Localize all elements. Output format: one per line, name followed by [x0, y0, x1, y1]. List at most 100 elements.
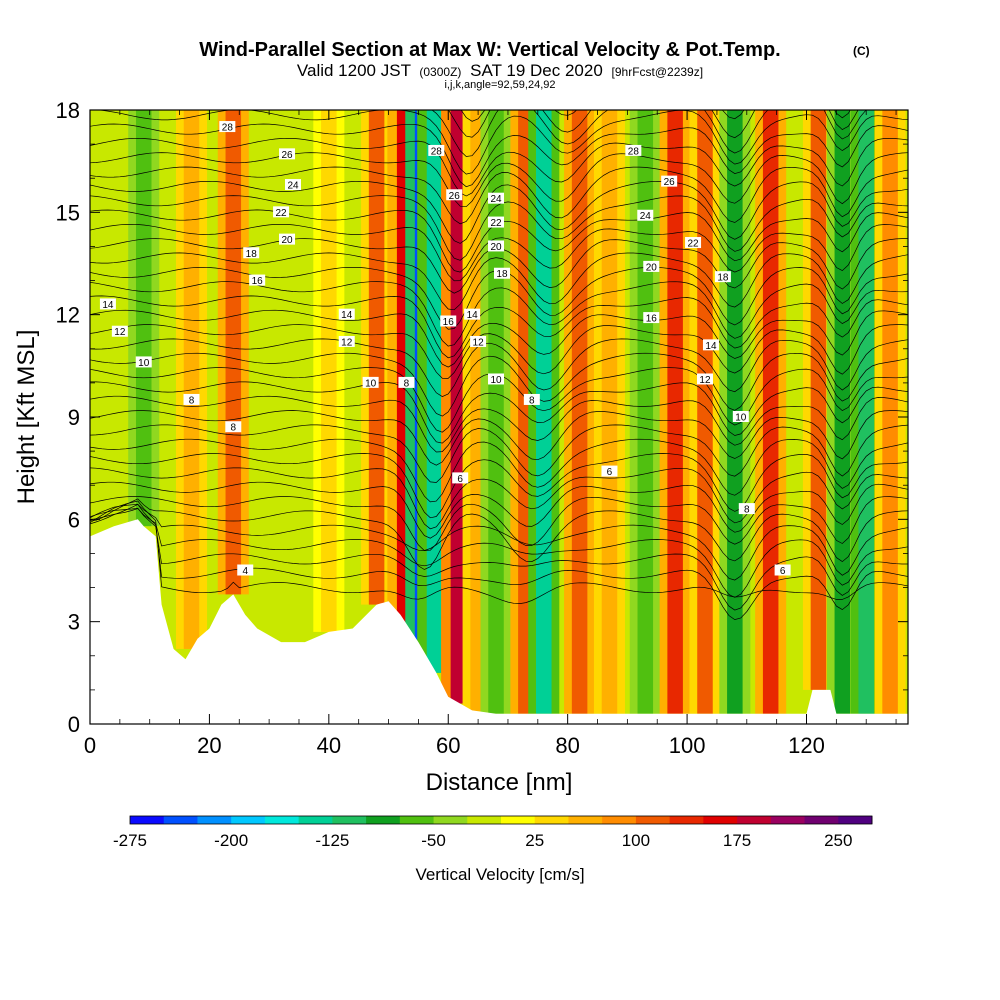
contour-label-text-14: 12 [341, 337, 353, 348]
contour-label-text-6: 16 [252, 276, 264, 287]
isentrope-29 [90, 166, 908, 225]
colorbar-swatch-13 [568, 816, 603, 824]
contour-label-text-35: 16 [646, 314, 658, 325]
contour-label-30: 26 [661, 175, 678, 188]
contour-label-text-19: 16 [443, 317, 455, 328]
velocity-band-19 [762, 110, 779, 714]
valid-date: SAT 19 Dec 2020 [470, 61, 603, 80]
isentrope-11 [90, 424, 908, 483]
x-axis-label: Distance [nm] [426, 769, 573, 796]
contour-label-3: 22 [273, 206, 290, 219]
contour-label-34: 18 [714, 271, 731, 284]
isentrope-16 [90, 352, 908, 417]
contour-label-38: 10 [732, 411, 749, 424]
isentrope-2 [90, 507, 908, 611]
contour-label-text-41: 6 [780, 566, 786, 577]
contour-label-bg-21 [470, 335, 487, 347]
contour-label-text-10: 8 [189, 395, 195, 406]
contour-label-6: 16 [249, 274, 266, 287]
colorbar-tick-label-4: 25 [525, 831, 544, 850]
contour-label-text-0: 28 [222, 123, 234, 134]
contour-label-bg-14 [338, 335, 355, 347]
colorbar-swatch-14 [602, 816, 637, 824]
contour-label-5: 18 [243, 247, 260, 260]
isentrope-10 [90, 438, 908, 503]
contour-label-20: 14 [464, 308, 481, 321]
contour-label-text-32: 22 [687, 239, 699, 250]
contour-label-text-1: 26 [281, 150, 293, 161]
contour-label-bg-19 [440, 315, 457, 327]
contour-label-bg-27 [523, 393, 540, 405]
colorbar-frame [129, 815, 873, 825]
contour-label-bg-18 [446, 189, 463, 201]
contour-label-bg-11 [225, 421, 242, 433]
contour-label-bg-25 [493, 267, 510, 279]
colorbar: -275 -200 -125 -50 25 100 175 250 [113, 815, 873, 850]
colorbar-tick-label-7: 250 [824, 831, 852, 850]
contour-label-text-12: 4 [242, 566, 248, 577]
colorbar-swatch-12 [534, 816, 569, 824]
contour-label-text-21: 12 [473, 337, 485, 348]
velocity-band-3 [321, 110, 337, 632]
colorbar-swatch-9 [433, 816, 468, 824]
isentrope-27 [90, 195, 908, 261]
grid-indices: i,j,k,angle=92,59,24,92 [444, 79, 555, 91]
contour-label-text-3: 22 [276, 208, 288, 219]
contour-label-bg-39 [738, 503, 755, 515]
isentrope-6 [90, 496, 908, 551]
y-tick-label-5: 15 [56, 200, 80, 225]
colorbar-tick-label-0: -275 [113, 831, 147, 850]
colorbar-swatch-17 [703, 816, 738, 824]
velocity-band-22 [858, 110, 874, 714]
colorbar-swatch-15 [635, 816, 671, 824]
x-tick-label-6: 120 [788, 733, 825, 758]
contour-label-bg-32 [685, 237, 702, 249]
contour-label-25: 18 [493, 267, 510, 280]
y-tick-label-2: 6 [68, 507, 80, 532]
y-tick-label-0: 0 [68, 712, 80, 737]
velocity-band-20 [810, 110, 827, 690]
contour-label-text-15: 10 [365, 378, 377, 389]
contour-label-32: 22 [685, 237, 702, 250]
isentrope-18 [90, 324, 908, 379]
contour-label-bg-10 [183, 393, 200, 405]
contour-label-bg-34 [714, 271, 731, 283]
contour-label-23: 22 [488, 216, 505, 229]
colorbar-swatch-18 [737, 816, 772, 824]
contour-label-text-16: 8 [404, 378, 410, 389]
contour-label-bg-31 [637, 209, 654, 221]
y-tick-label-6: 18 [56, 98, 80, 123]
contour-label-text-36: 14 [705, 341, 717, 352]
x-tick-label-4: 80 [555, 733, 579, 758]
isentrope-19 [90, 309, 908, 368]
potential-temperature-contours [90, 110, 908, 620]
contour-label-19: 16 [440, 315, 457, 328]
axes: 0 20 40 60 80 100 120 0 3 6 9 12 15 18 [56, 98, 908, 758]
contour-label-bg-9 [135, 356, 152, 368]
velocity-band-21 [834, 110, 851, 714]
colorbar-swatch-11 [501, 816, 536, 824]
contour-label-7: 14 [99, 298, 116, 311]
velocity-band-13 [571, 110, 588, 714]
y-tick-label-4: 12 [56, 303, 80, 328]
velocity-band-2 [225, 110, 242, 595]
forecast-info: [9hrFcst@2239z] [612, 65, 704, 79]
contour-label-text-20: 14 [467, 310, 479, 321]
contour-label-bg-40 [601, 465, 618, 477]
contour-label-bg-8 [111, 325, 128, 337]
contour-label-14: 12 [338, 335, 355, 348]
y-axis-label: Height [Kft MSL] [13, 330, 40, 505]
contour-label-bg-0 [219, 121, 236, 133]
contour-label-text-13: 14 [341, 310, 353, 321]
isentrope-3 [90, 508, 908, 598]
isentrope-12 [90, 410, 908, 466]
colorbar-swatch-7 [366, 816, 401, 824]
colorbar-swatch-16 [669, 816, 704, 824]
isentrope-8 [90, 467, 908, 530]
isentrope-7 [90, 481, 908, 539]
isentrope-13 [90, 395, 908, 453]
colorbar-tick-label-3: -50 [421, 831, 446, 850]
contour-label-17: 28 [428, 144, 445, 157]
isentrope-1 [90, 503, 908, 620]
contour-label-8: 12 [111, 325, 128, 338]
